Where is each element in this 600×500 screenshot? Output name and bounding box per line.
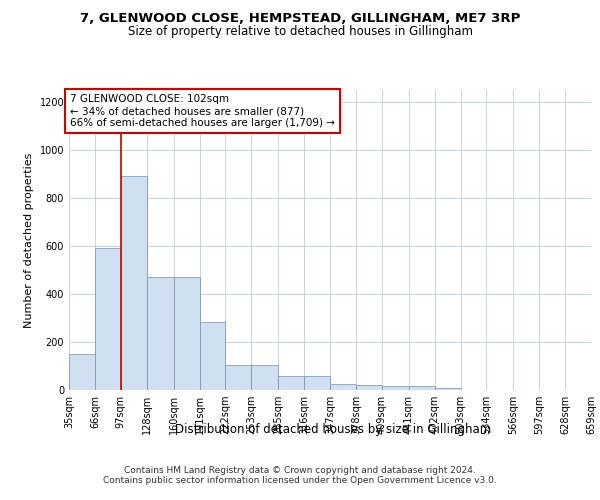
Bar	[434, 388, 461, 390]
Bar	[382, 386, 409, 390]
Text: Size of property relative to detached houses in Gillingham: Size of property relative to detached ho…	[128, 25, 473, 38]
Bar	[226, 365, 251, 390]
Bar	[251, 365, 278, 390]
Y-axis label: Number of detached properties: Number of detached properties	[24, 152, 34, 328]
Text: Contains public sector information licensed under the Open Government Licence v3: Contains public sector information licen…	[103, 476, 497, 485]
Text: 7 GLENWOOD CLOSE: 102sqm
← 34% of detached houses are smaller (877)
66% of semi-: 7 GLENWOOD CLOSE: 102sqm ← 34% of detach…	[70, 94, 335, 128]
Bar	[356, 385, 382, 390]
Bar	[199, 322, 226, 390]
Bar	[147, 277, 173, 390]
Text: Contains HM Land Registry data © Crown copyright and database right 2024.: Contains HM Land Registry data © Crown c…	[124, 466, 476, 475]
Bar	[69, 354, 95, 390]
Bar	[330, 384, 356, 390]
Bar	[173, 277, 199, 390]
Text: Distribution of detached houses by size in Gillingham: Distribution of detached houses by size …	[175, 422, 491, 436]
Bar	[409, 386, 434, 390]
Text: 7, GLENWOOD CLOSE, HEMPSTEAD, GILLINGHAM, ME7 3RP: 7, GLENWOOD CLOSE, HEMPSTEAD, GILLINGHAM…	[80, 12, 520, 26]
Bar	[95, 248, 121, 390]
Bar	[278, 376, 304, 390]
Bar	[304, 376, 330, 390]
Bar	[121, 176, 147, 390]
